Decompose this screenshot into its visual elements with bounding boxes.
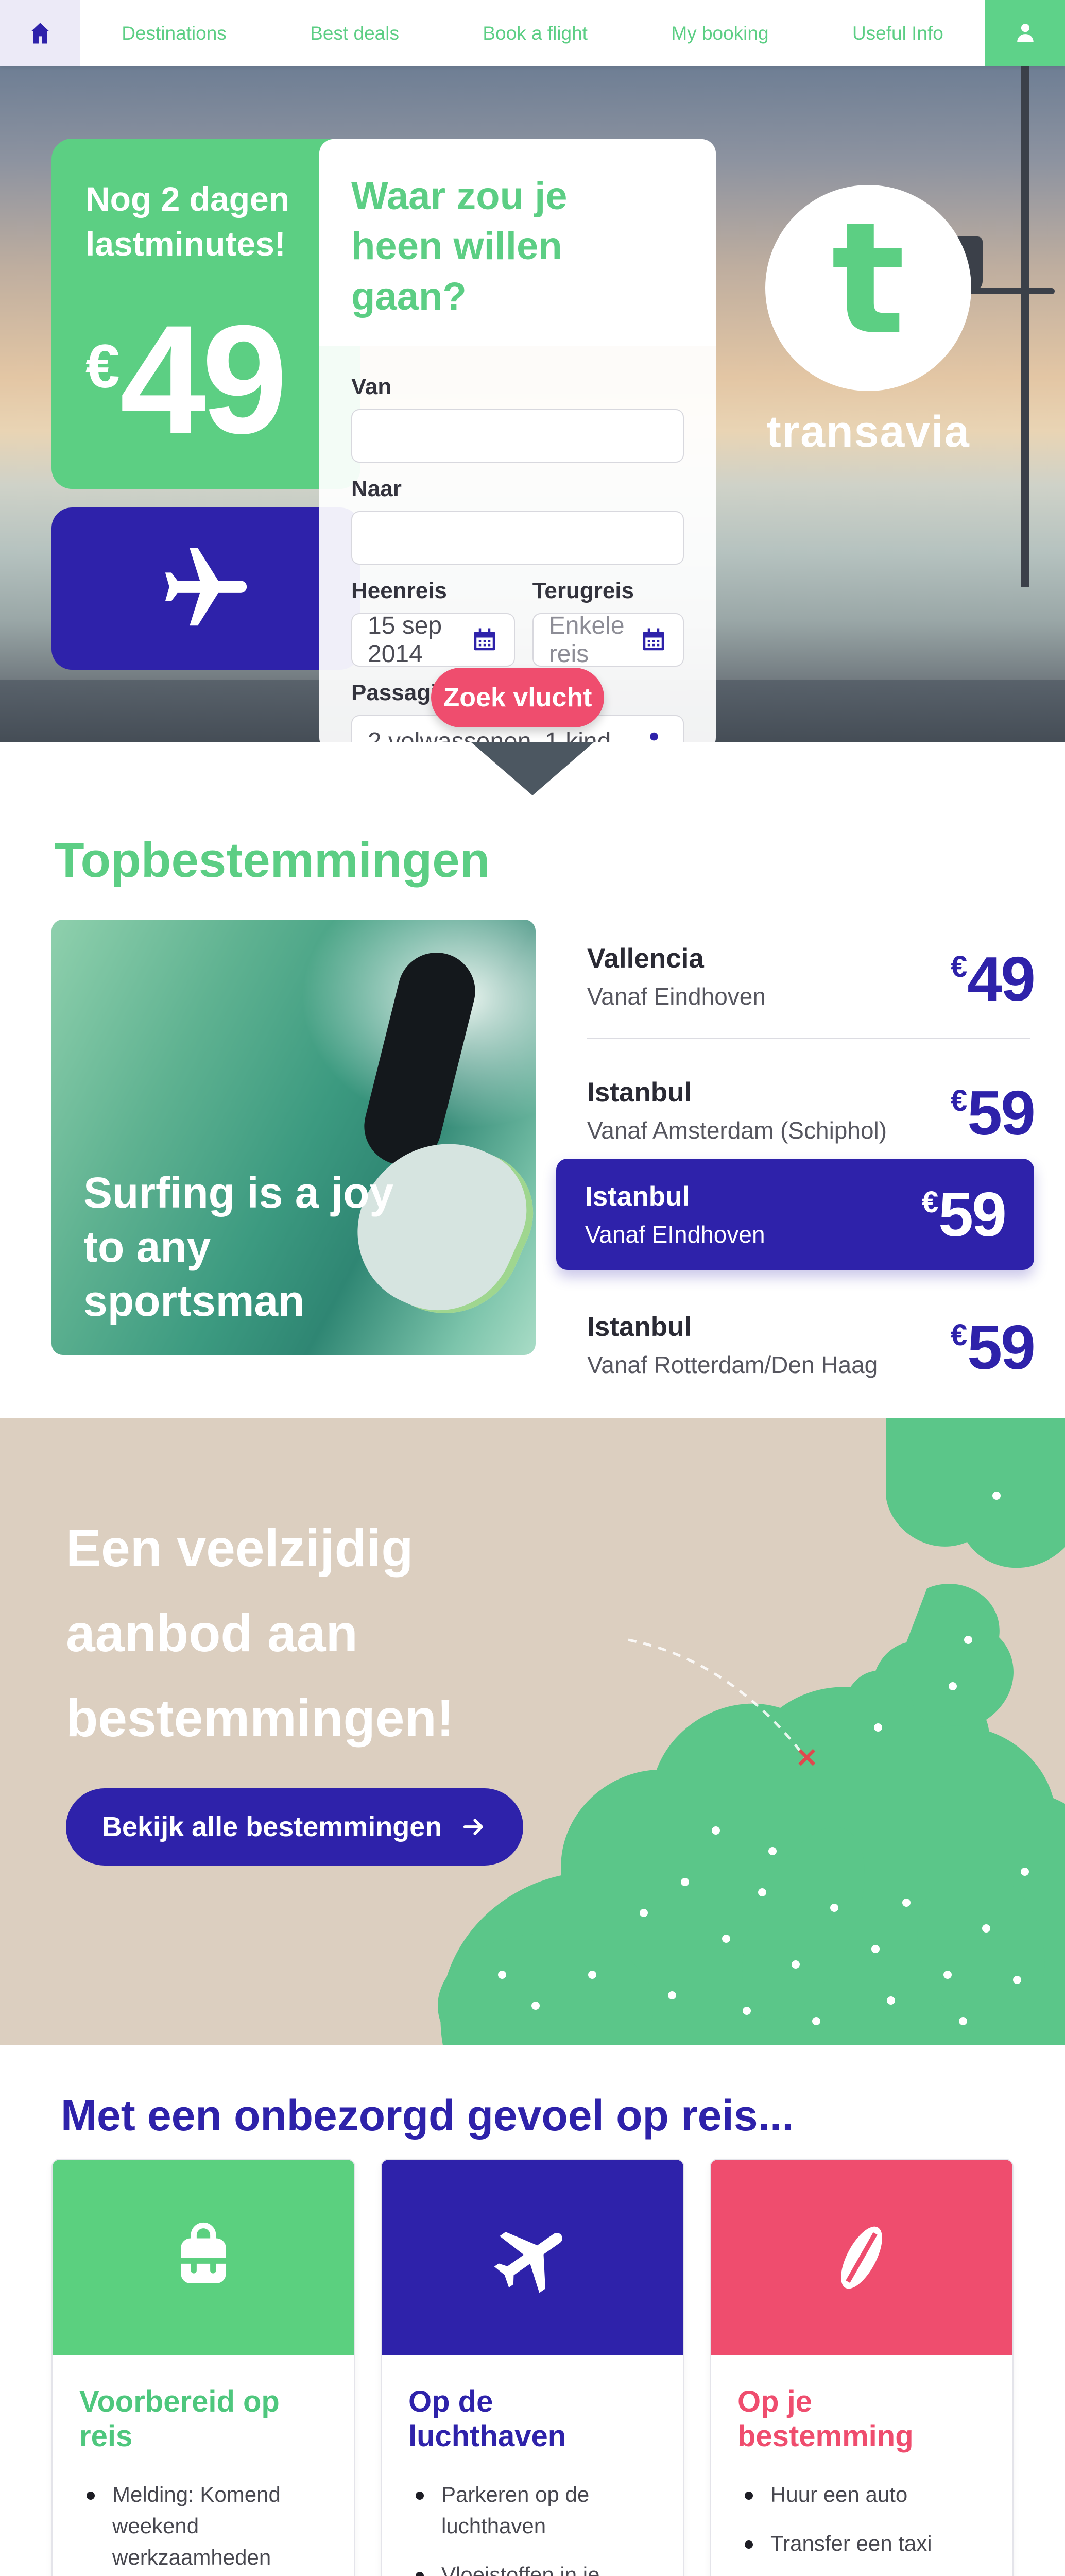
calendar-icon[interactable] [640, 626, 667, 654]
tip-card-title: Voorbereid op reis [79, 2385, 280, 2453]
to-input[interactable] [351, 511, 684, 565]
departure-label: Heenreis [351, 578, 447, 603]
promo-card[interactable]: Nog 2 dagen lastminutes! €49 [51, 139, 360, 489]
arrow-right-icon [460, 1814, 487, 1840]
map-destination-marker: ✕ [796, 1743, 818, 1773]
destination-price: €59 [951, 1078, 1036, 1148]
departure-date-input[interactable]: 15 sep 2014 [351, 612, 515, 668]
nav-item-book-a-flight[interactable]: Book a flight [483, 22, 588, 44]
surfboard-icon [820, 2216, 903, 2299]
all-destinations-button[interactable]: Bekijk alle bestemmingen [66, 1788, 524, 1866]
promo-currency: € [85, 332, 120, 401]
plane-icon [489, 2214, 576, 2301]
tip-item[interactable]: Huur een auto [737, 2479, 986, 2511]
destination-row[interactable]: Vallencia Vanaf Eindhoven €49 [587, 943, 1036, 1015]
all-destinations-label: Bekijk alle bestemmingen [102, 1811, 442, 1842]
surfing-photo-card[interactable]: Surfing is a joy to any sportsman [51, 920, 536, 1355]
search-form-title: Waar zou je heen willen gaan? [351, 174, 568, 318]
calendar-icon[interactable] [471, 626, 499, 654]
top-destinations-section: Topbestemmingen Surfing is a joy to any … [0, 742, 1065, 1418]
transavia-wordmark: transavia [766, 407, 970, 456]
passenger-icon [641, 728, 667, 742]
top-destinations-title: Topbestemmingen [54, 833, 490, 888]
nav-item-destinations[interactable]: Destinations [122, 22, 227, 44]
destination-row[interactable]: Istanbul Vanaf Rotterdam/Den Haag €59 [587, 1311, 1036, 1383]
top-nav: Destinations Best deals Book a flight My… [0, 0, 1065, 66]
tip-item[interactable]: Parkeren op de luchthaven [408, 2479, 657, 2542]
tip-item[interactable]: Transfer een taxi [737, 2528, 986, 2560]
promo-amount: 49 [119, 293, 288, 466]
tip-item[interactable]: Vloeistoffen in je handbagage [408, 2560, 657, 2576]
destination-row-highlighted[interactable]: Istanbul Vanaf EIndhoven €59 [556, 1159, 1034, 1270]
destination-city: Istanbul [587, 1312, 692, 1342]
divider [587, 1038, 1030, 1039]
tip-list: Parkeren op de luchthaven Vloeistoffen i… [408, 2479, 657, 2576]
destination-city: Istanbul [585, 1181, 690, 1212]
tip-card-airport[interactable]: Op de luchthaven Parkeren op de luchthav… [381, 2159, 684, 2576]
passengers-value: 2 volwassenen, 1 kind [368, 728, 611, 742]
hero-section: Nog 2 dagen lastminutes! €49 Waar zou je… [0, 66, 1065, 742]
tip-card-title: Op de luchthaven [408, 2385, 566, 2453]
return-label: Terugreis [532, 578, 634, 603]
plane-icon [157, 540, 255, 638]
from-input[interactable] [351, 409, 684, 463]
from-label: Van [351, 374, 392, 399]
nav-item-useful-info[interactable]: Useful Info [852, 22, 943, 44]
hero-down-arrow [471, 742, 594, 795]
tip-card-destination[interactable]: Op je bestemming Huur een auto Transfer … [710, 2159, 1014, 2576]
promo-text: Nog 2 dagen lastminutes! [85, 180, 290, 263]
transavia-t-icon: t [831, 189, 905, 369]
to-label: Naar [351, 476, 402, 501]
nav-item-my-booking[interactable]: My booking [671, 22, 769, 44]
departure-date-value: 15 sep 2014 [368, 612, 442, 668]
lamppost-silhouette [1021, 66, 1029, 587]
promo-price: €49 [85, 290, 288, 468]
destination-price: €49 [951, 944, 1036, 1014]
destination-city: Vallencia [587, 943, 704, 974]
plane-promo-card[interactable] [51, 507, 360, 670]
destination-city: Istanbul [587, 1077, 692, 1108]
tip-card-prepared[interactable]: Voorbereid op reis Melding: Komend weeke… [51, 2159, 355, 2576]
map-heading: Een veelzijdig aanbod aan bestemmingen! [66, 1519, 454, 1748]
tip-item[interactable]: Melding: Komend weekend werkzaamheden ro… [79, 2479, 328, 2576]
home-button[interactable] [0, 0, 80, 66]
destinations-map-section: ✕ Een veelzijdig aanbod aan bestemmingen… [0, 1418, 1065, 2045]
account-button[interactable] [985, 0, 1065, 66]
home-icon [27, 20, 54, 47]
tips-heading: Met een onbezorgd gevoel op reis... [61, 2091, 794, 2140]
surfer-figure [356, 944, 484, 1173]
search-flight-button[interactable]: Zoek vlucht [431, 668, 604, 727]
return-date-input[interactable]: Enkele reis [532, 612, 684, 668]
destination-row[interactable]: Istanbul Vanaf Amsterdam (Schiphol) €59 [587, 1077, 1036, 1149]
return-date-value: Enkele reis [548, 612, 625, 668]
tip-list: Huur een auto Transfer een taxi Boek een… [737, 2479, 986, 2576]
flight-search-card: Waar zou je heen willen gaan? Van Naar H… [319, 139, 716, 742]
europe-map [438, 1418, 1065, 2045]
destination-from: Vanaf Rotterdam/Den Haag [587, 1351, 878, 1378]
tip-card-title: Op je bestemming [737, 2385, 914, 2453]
tip-list: Melding: Komend weekend werkzaamheden ro… [79, 2479, 328, 2576]
user-icon [1011, 20, 1039, 47]
nav-links: Destinations Best deals Book a flight My… [80, 0, 985, 66]
travel-tips-section: Met een onbezorgd gevoel op reis... Voor… [0, 2045, 1065, 2576]
destination-from: Vanaf Amsterdam (Schiphol) [587, 1117, 887, 1144]
surfing-caption: Surfing is a joy to any sportsman [83, 1168, 394, 1325]
destination-price: €59 [951, 1312, 1036, 1382]
backpack-icon [165, 2219, 242, 2296]
destination-from: Vanaf Eindhoven [587, 983, 766, 1010]
nav-item-best-deals[interactable]: Best deals [310, 22, 399, 44]
destination-price: €59 [922, 1179, 1007, 1249]
transavia-logo-circle: t [765, 185, 971, 391]
destination-from: Vanaf EIndhoven [585, 1221, 765, 1248]
